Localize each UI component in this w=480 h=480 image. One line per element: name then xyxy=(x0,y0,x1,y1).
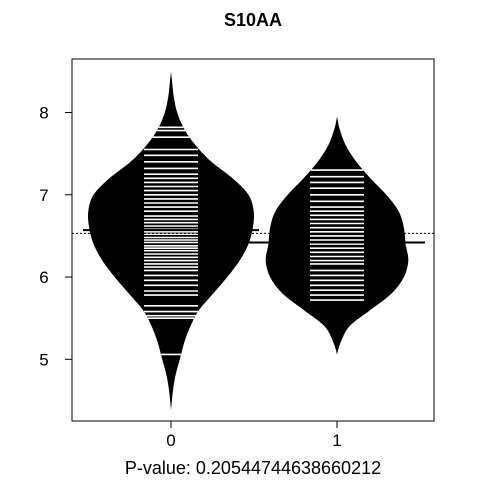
x-tick-label: 0 xyxy=(166,431,175,450)
chart-title: S10AA xyxy=(224,10,282,30)
y-tick-label: 8 xyxy=(39,103,48,122)
y-tick-label: 6 xyxy=(39,268,48,287)
x-tick-label: 1 xyxy=(332,431,341,450)
x-axis-label: P-value: 0.20544744638660212 xyxy=(125,458,381,478)
y-tick-label: 7 xyxy=(39,186,48,205)
plot-frame xyxy=(71,58,435,422)
plot-area xyxy=(72,71,434,411)
axes: 5 6 7 8 0 1 xyxy=(39,103,341,450)
y-tick-label: 5 xyxy=(39,350,48,369)
